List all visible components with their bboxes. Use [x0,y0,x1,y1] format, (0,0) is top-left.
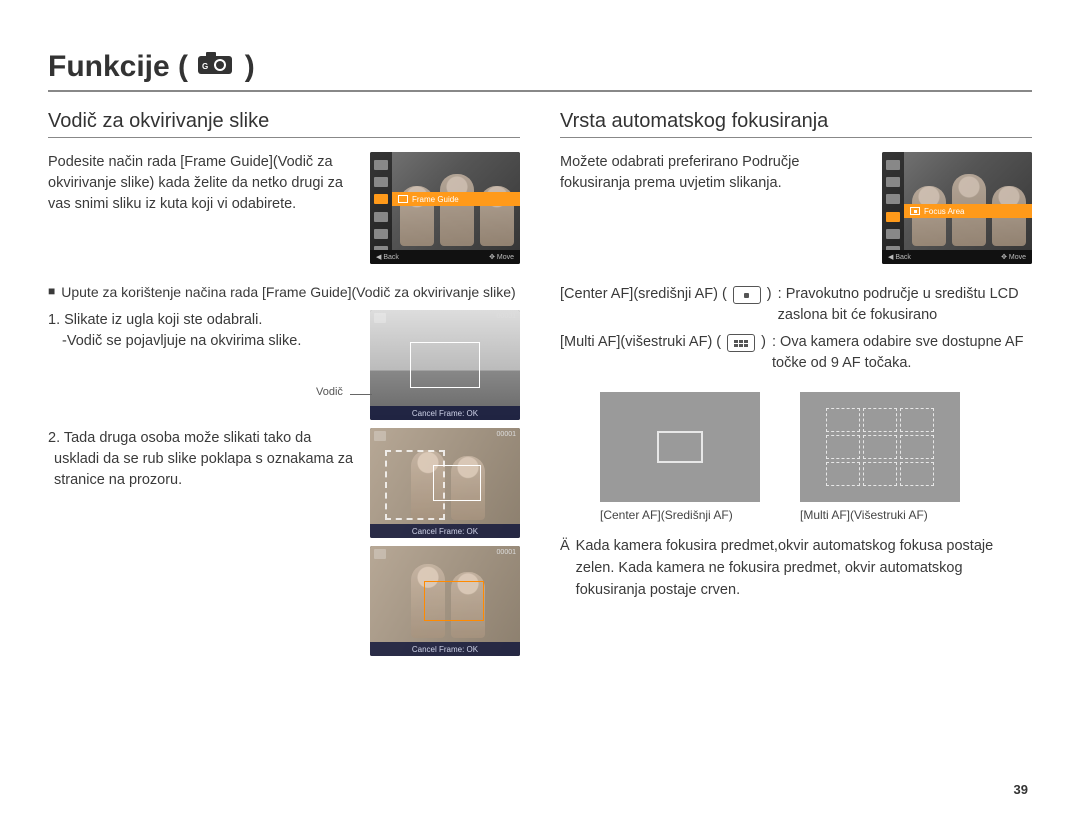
step-2-row: 2. Tada druga osoba može slikati tako da… [48,428,520,538]
left-column: Vodič za okvirivanje slike Podesite nači… [48,110,520,664]
page-title-text: Funkcije ( [48,50,188,83]
diagram-multi-af: [Multi AF](Višestruki AF) [800,392,960,522]
multi-af-desc: : Ova kamera odabire sve dostupne AF toč… [772,332,1032,374]
page-number: 39 [1014,782,1028,797]
left-heading: Vodič za okvirivanje slike [48,110,520,138]
orange-focus-rect [424,581,484,621]
page-title-close: ) [245,50,255,83]
focus-rect-2 [433,465,481,501]
page-title: Funkcije ( G ) [48,50,255,84]
cancel-band-3: Cancel Frame: OK [370,642,520,656]
lcd-step3: 00001 Cancel Frame: OK [370,546,520,656]
counter-3: 00001 [497,549,516,559]
center-af-icon [733,286,761,304]
vodic-leader-line [350,394,372,395]
lcd-back-r: Back [895,254,911,261]
bullet-icon: ■ [48,284,55,300]
note-text: Kada kamera fokusira predmet,okvir autom… [576,536,1032,601]
right-heading: Vrsta automatskog fokusiranja [560,110,1032,138]
right-column: Vrsta automatskog fokusiranja Možete oda… [560,110,1032,664]
cancel-band-2: Cancel Frame: OK [370,524,520,538]
center-af-label: [Center AF](središnji AF) ( [560,284,727,305]
multi-af-row: [Multi AF](višestruki AF) ( ) : Ova kame… [560,332,1032,374]
lcd-label-text-r: Focus Area [924,207,964,216]
diagram-center-caption: [Center AF](Središnji AF) [600,508,760,522]
note-symbol: Ä [560,536,570,601]
lcd-orange-band-r: Focus Area [904,204,1032,218]
multi-af-label: [Multi AF](višestruki AF) ( [560,332,721,353]
lcd-back-text: Back [383,254,399,261]
lcd-frame-guide: Frame Guide ◀ Back ✥ Move [370,152,520,264]
sub-note: ■ Upute za korištenje načina rada [Frame… [48,284,520,300]
lcd-menu-strip-r [882,152,904,264]
lcd-bottom-bar-r: ◀ Back ✥ Move [882,250,1032,264]
center-af-rect [657,431,703,463]
right-intro-text: Možete odabrati preferirano Područje fok… [560,152,868,194]
camera-icon: G [196,50,236,76]
sub-note-text: Upute za korištenje načina rada [Frame G… [61,284,515,300]
lcd-orange-band: Frame Guide [392,192,520,206]
center-af-close: ) [767,284,772,305]
step1b: -Vodič se pojavljuje na okvirima slike. [54,331,356,352]
lcd-label-text: Frame Guide [412,195,459,204]
lcd-bottom-bar: ◀ Back ✥ Move [370,250,520,264]
focus-note: Ä Kada kamera fokusira predmet,okvir aut… [560,536,1032,601]
page-title-row: Funkcije ( G ) [48,50,1032,92]
diagram-multi-caption: [Multi AF](Višestruki AF) [800,508,960,522]
lcd-move-r: Move [1009,254,1026,261]
step-2-text: 2. Tada druga osoba može slikati tako da… [48,428,356,491]
lcd-menu-strip [370,152,392,264]
step-3-row: 00001 Cancel Frame: OK [48,546,520,656]
guide-frame-rect [410,342,480,388]
lcd-focus-area: Focus Area ◀ Back ✥ Move [882,152,1032,264]
cancel-band-1: Cancel Frame: OK [370,406,520,420]
lcd-step1: 00001 Cancel Frame: OK [370,310,520,420]
left-intro-row: Podesite način rada [Frame Guide](Vodič … [48,152,520,264]
lcd-step2: 00001 Cancel Frame: OK [370,428,520,538]
counter-1: 00001 [497,313,516,323]
multi-af-close: ) [761,332,766,353]
right-intro-row: Možete odabrati preferirano Područje fok… [560,152,1032,264]
step-1-text: 1. Slikate iz ugla koji ste odabrali. -V… [48,310,356,352]
center-af-row: [Center AF](središnji AF) ( ) : Pravokut… [560,284,1032,326]
multi-af-icon [727,334,755,352]
step1a: 1. Slikate iz ugla koji ste odabrali. [54,310,356,331]
columns: Vodič za okvirivanje slike Podesite nači… [48,110,1032,664]
svg-text:G: G [202,62,208,71]
step-1-row: 1. Slikate iz ugla koji ste odabrali. -V… [48,310,520,420]
left-intro-text: Podesite način rada [Frame Guide](Vodič … [48,152,356,215]
counter-2: 00001 [497,431,516,441]
diagram-center-af: [Center AF](Središnji AF) [600,392,760,522]
vodic-label: Vodič [316,386,343,398]
multi-af-grid [826,408,934,486]
center-af-desc: : Pravokutno područje u središtu LCD zas… [778,284,1032,326]
af-diagrams: [Center AF](Središnji AF) [Multi AF](Viš… [600,392,1032,522]
lcd-move-text: Move [497,254,514,261]
